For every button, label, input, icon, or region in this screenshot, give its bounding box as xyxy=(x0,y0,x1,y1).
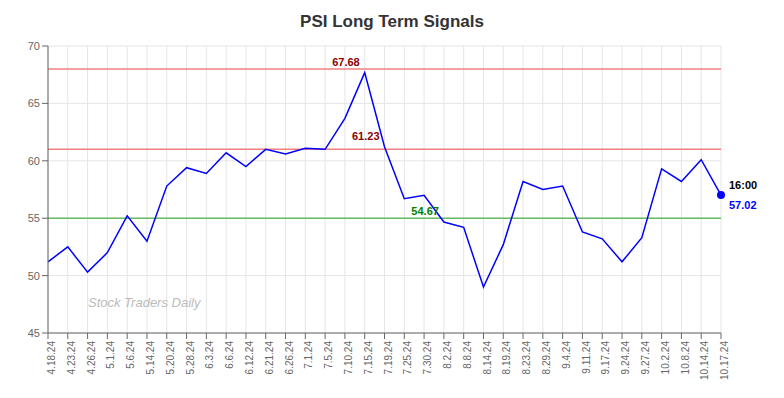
svg-text:10.14.24: 10.14.24 xyxy=(699,341,710,380)
svg-text:4.23.24: 4.23.24 xyxy=(66,341,77,375)
svg-text:10.2.24: 10.2.24 xyxy=(660,341,671,375)
svg-text:4.26.24: 4.26.24 xyxy=(86,341,97,375)
svg-text:5.6.24: 5.6.24 xyxy=(125,341,136,369)
html-text:Stock Traders Daily: Stock Traders Daily xyxy=(88,295,201,310)
svg-text:7.25.24: 7.25.24 xyxy=(402,341,413,375)
svg-text:5.20.24: 5.20.24 xyxy=(165,341,176,375)
svg-text:7.15.24: 7.15.24 xyxy=(363,341,374,375)
svg-text:57.02: 57.02 xyxy=(729,199,757,211)
svg-text:10.8.24: 10.8.24 xyxy=(680,341,691,375)
svg-text:45: 45 xyxy=(28,327,40,339)
svg-text:9.17.24: 9.17.24 xyxy=(600,341,611,375)
svg-text:5.14.24: 5.14.24 xyxy=(145,341,156,375)
svg-text:60: 60 xyxy=(28,155,40,167)
svg-text:9.27.24: 9.27.24 xyxy=(640,341,651,375)
svg-text:7.10.24: 7.10.24 xyxy=(343,341,354,375)
svg-text:6.6.24: 6.6.24 xyxy=(224,341,235,369)
svg-text:9.24.24: 9.24.24 xyxy=(620,341,631,375)
svg-text:4.18.24: 4.18.24 xyxy=(46,341,57,375)
svg-text:9.11.24: 9.11.24 xyxy=(581,341,592,374)
svg-text:9.4.24: 9.4.24 xyxy=(561,341,572,369)
svg-text:54.67: 54.67 xyxy=(411,205,439,217)
svg-text:55: 55 xyxy=(28,212,40,224)
svg-text:6.3.24: 6.3.24 xyxy=(204,341,215,369)
svg-text:6.26.24: 6.26.24 xyxy=(284,341,295,375)
svg-text:6.21.24: 6.21.24 xyxy=(264,341,275,375)
svg-text:67.68: 67.68 xyxy=(332,56,360,68)
svg-text:65: 65 xyxy=(28,97,40,109)
svg-text:5.28.24: 5.28.24 xyxy=(185,341,196,375)
svg-text:61.23: 61.23 xyxy=(352,130,380,142)
svg-text:7.1.24: 7.1.24 xyxy=(303,341,314,369)
svg-text:10.17.24: 10.17.24 xyxy=(719,341,730,380)
svg-text:8.14.24: 8.14.24 xyxy=(482,341,493,375)
svg-text:70: 70 xyxy=(28,40,40,52)
svg-text:6.12.24: 6.12.24 xyxy=(244,341,255,375)
svg-text:50: 50 xyxy=(28,270,40,282)
svg-text:8.29.24: 8.29.24 xyxy=(541,341,552,375)
html-text:PSI Long Term Signals: PSI Long Term Signals xyxy=(300,12,484,31)
svg-text:8.8.24: 8.8.24 xyxy=(462,341,473,369)
svg-text:8.2.24: 8.2.24 xyxy=(442,341,453,369)
svg-text:7.19.24: 7.19.24 xyxy=(383,341,394,375)
svg-text:8.23.24: 8.23.24 xyxy=(521,341,532,375)
svg-text:8.19.24: 8.19.24 xyxy=(501,341,512,375)
svg-text:7.5.24: 7.5.24 xyxy=(323,341,334,369)
svg-text:5.1.24: 5.1.24 xyxy=(105,341,116,369)
svg-text:7.30.24: 7.30.24 xyxy=(422,341,433,375)
svg-text:16:00: 16:00 xyxy=(729,179,757,191)
